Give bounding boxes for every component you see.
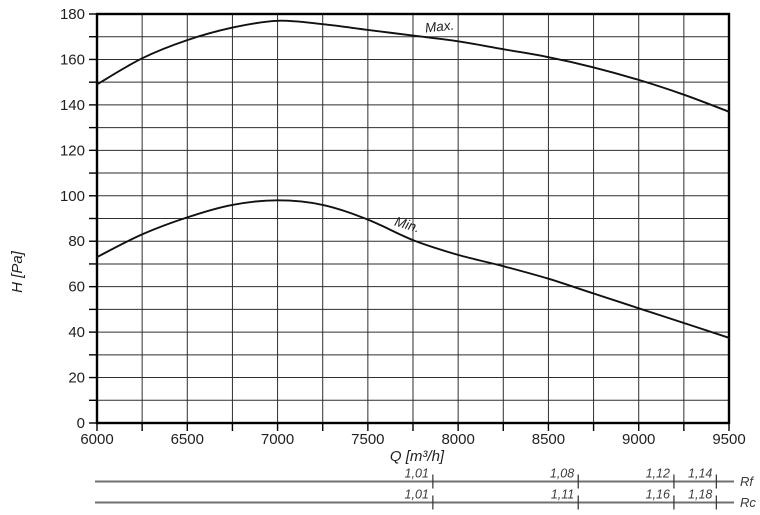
y-axis-tick-label: 120: [60, 142, 85, 159]
x-axis-tick-label: 9000: [622, 431, 655, 448]
x-axis-tick-label: 7500: [351, 431, 384, 448]
scale-value-rf: 1,14: [688, 467, 712, 481]
scale-value-rf: 1,08: [550, 467, 574, 481]
y-axis-tick-label: 0: [77, 415, 85, 432]
y-axis-tick-label: 100: [60, 188, 85, 205]
curve-max: [96, 19, 730, 113]
scale-name-rc: Rc: [740, 495, 756, 510]
y-axis-tick-label: 140: [60, 97, 85, 114]
x-axis-tick-label: 8000: [441, 431, 474, 448]
scale-value-rf: 1,01: [405, 467, 429, 481]
scale-value-rc: 1,11: [551, 488, 574, 502]
y-axis-tick-label: 160: [60, 51, 85, 68]
y-axis-title: H [Pa]: [9, 250, 26, 293]
y-axis-tick-label: 80: [68, 233, 85, 250]
scale-value-rc: 1,18: [688, 488, 712, 502]
curve-label-max: Max.: [424, 18, 455, 36]
y-axis-tick-label: 60: [68, 279, 85, 296]
scale-value-rc: 1,01: [405, 488, 429, 502]
x-axis-tick-label: 7000: [261, 431, 294, 448]
x-axis-tick-label: 9500: [712, 431, 745, 448]
y-axis-tick-label: 20: [68, 370, 85, 387]
curve-label-min: Min.: [393, 214, 422, 236]
x-axis-tick-label: 6000: [80, 431, 113, 448]
x-axis-tick-label: 8500: [532, 431, 565, 448]
x-axis-tick-label: 6500: [171, 431, 204, 448]
curve-min: [96, 199, 730, 339]
y-axis-tick-label: 40: [68, 324, 85, 341]
scale-value-rc: 1,16: [646, 488, 670, 502]
y-axis-tick-label: 180: [60, 6, 85, 23]
x-axis-title: Q [m³/h]: [390, 448, 445, 465]
scale-name-rf: Rf: [740, 474, 754, 489]
scale-value-rf: 1,12: [646, 467, 670, 481]
